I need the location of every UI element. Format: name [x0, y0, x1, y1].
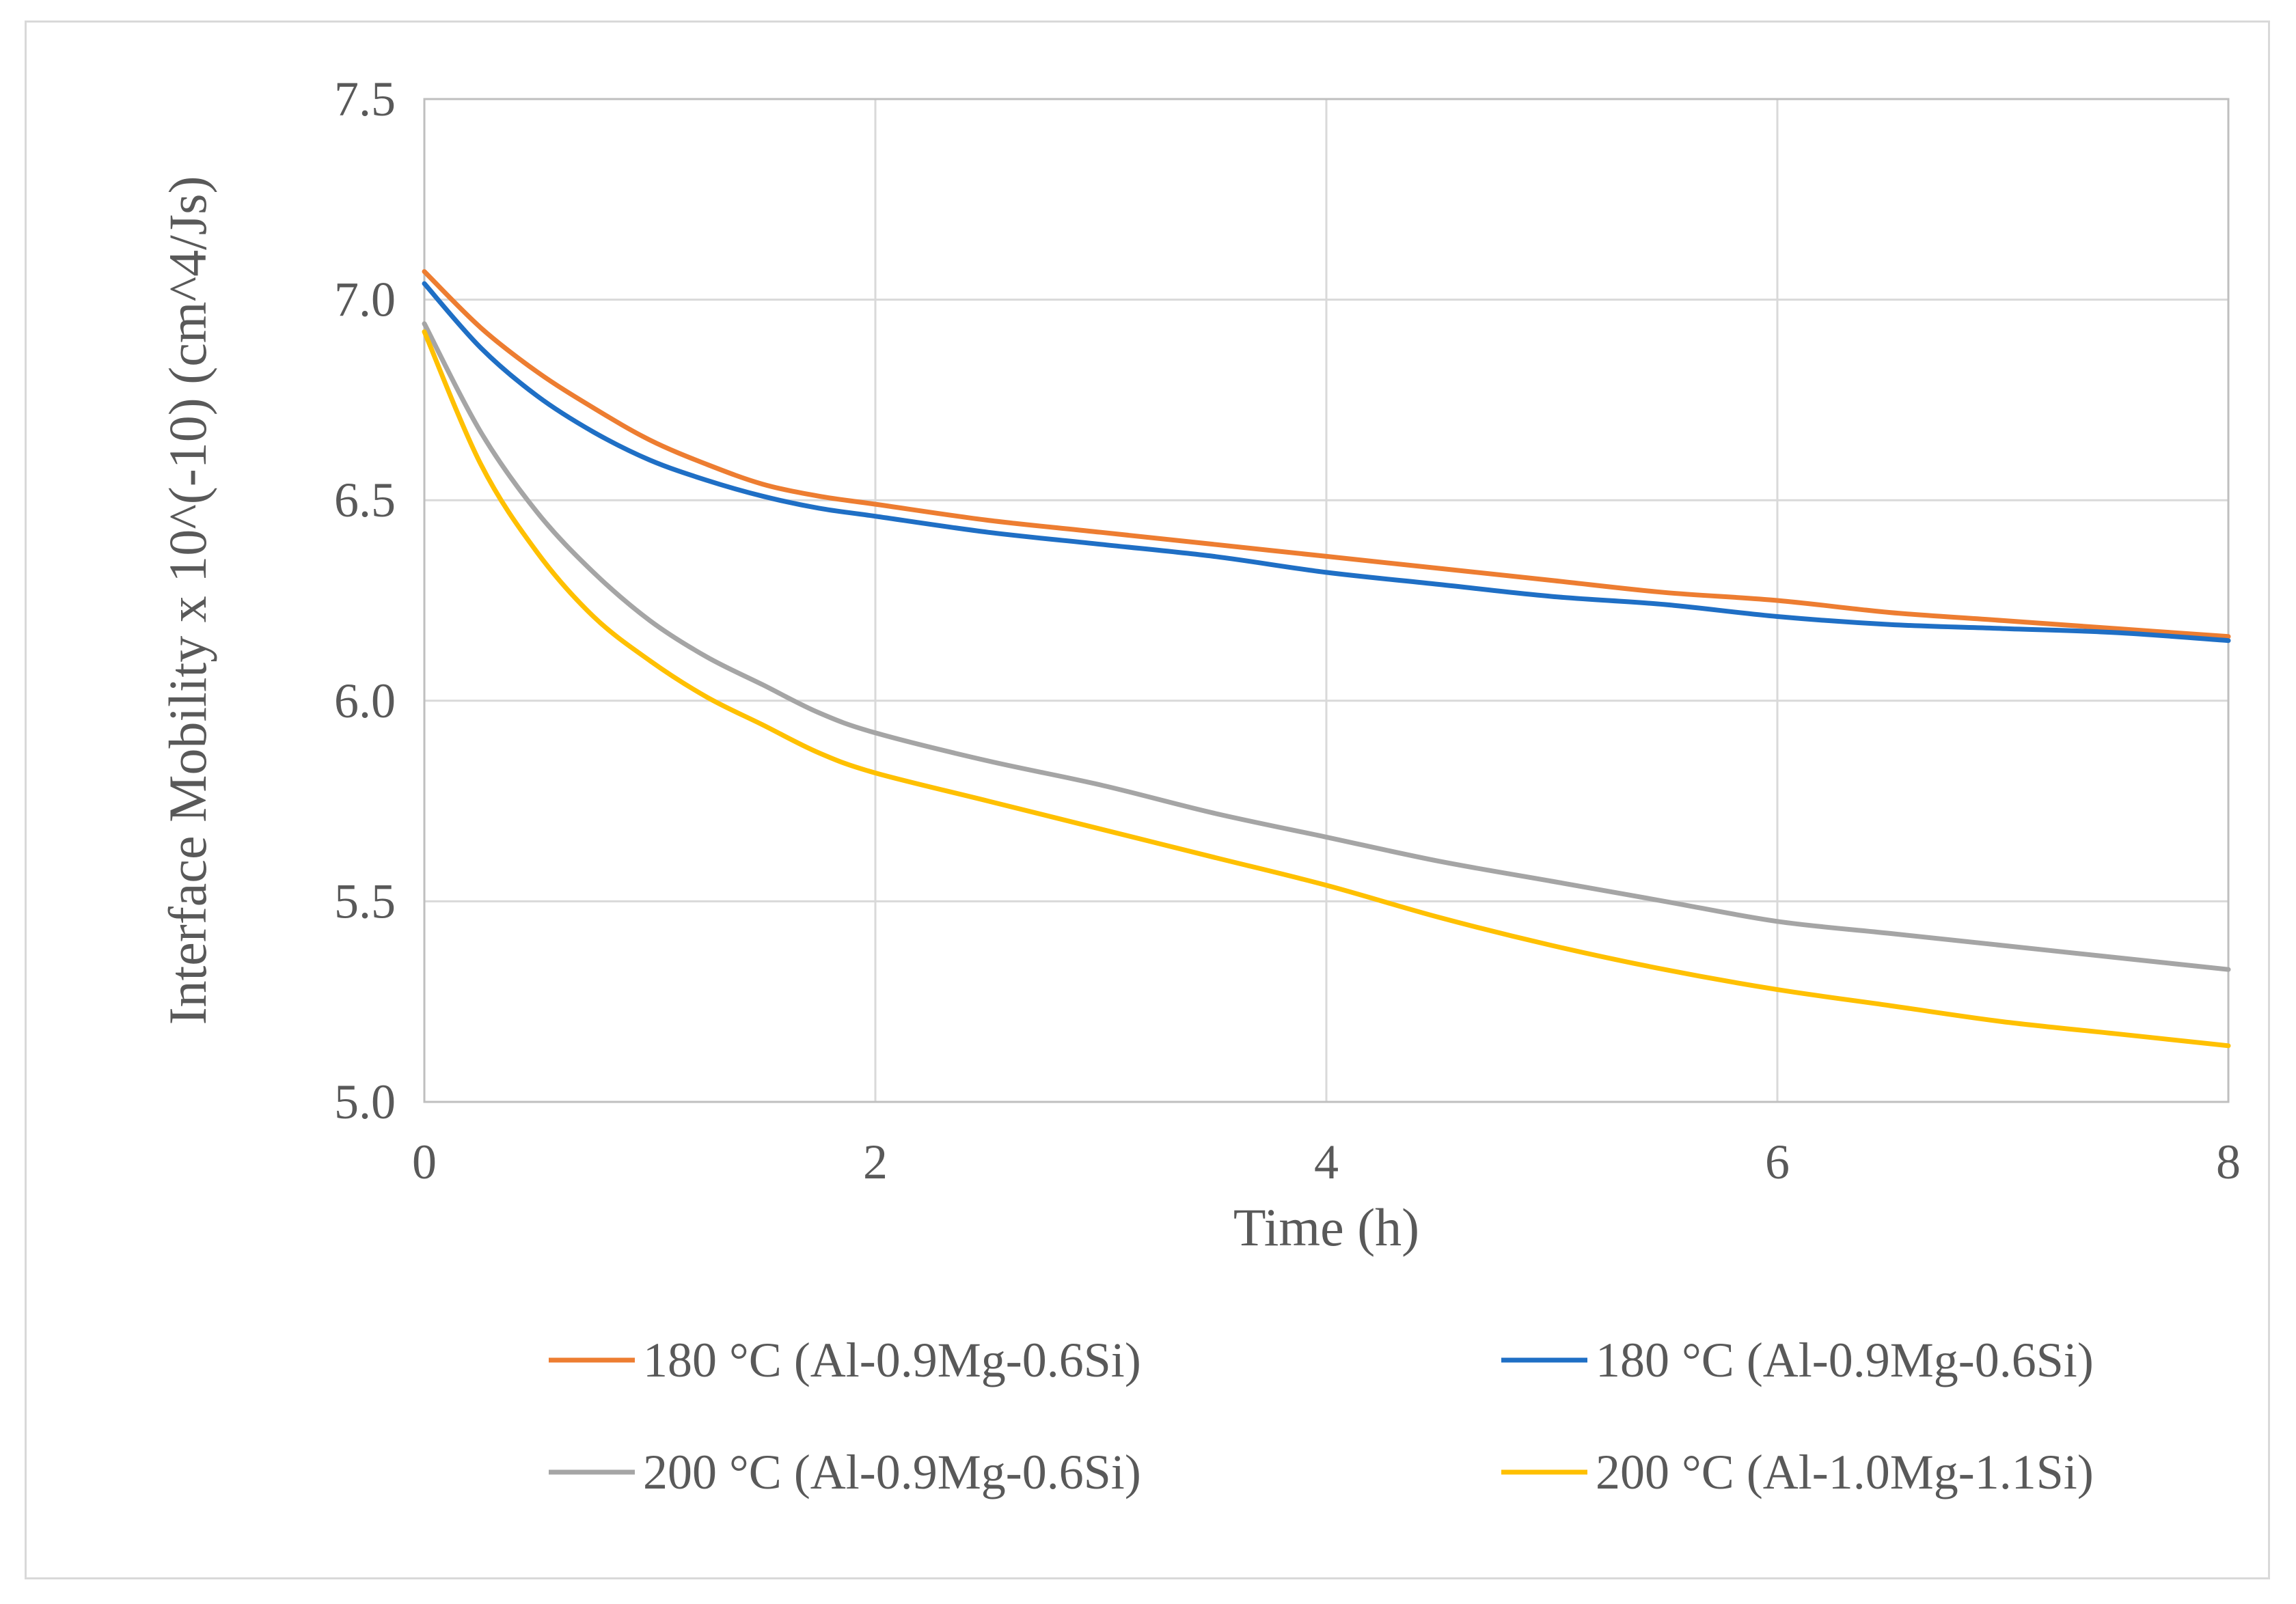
- x-tick-label: 0: [412, 1135, 437, 1189]
- legend-item-3: 200 °C (Al-0.9Mg-0.6Si): [549, 1445, 1141, 1499]
- y-tick-label: 6.5: [334, 473, 396, 527]
- series-lines: [422, 269, 2231, 1049]
- x-tick-label: 6: [1765, 1135, 1790, 1189]
- legend-label-4: 200 °C (Al-1.0Mg-1.1Si): [1596, 1445, 2094, 1499]
- legend-item-2: 180 °C (Al-0.9Mg-0.6Si): [1501, 1333, 2094, 1387]
- legend-item-1: 180 °C (Al-0.9Mg-0.6Si): [549, 1333, 1141, 1387]
- y-tick-label: 7.5: [334, 72, 396, 126]
- chart-frame: 5.0 5.5 6.0 6.5 7.0 7.5 0 2 4 6 8 Time (h) Interf…: [25, 20, 2270, 1579]
- legend-label-1: 180 °C (Al-0.9Mg-0.6Si): [643, 1333, 1141, 1387]
- series-line-1: [422, 269, 2231, 639]
- y-tick-label: 7.0: [334, 273, 396, 327]
- line-chart: 5.0 5.5 6.0 6.5 7.0 7.5 0 2 4 6 8 Time (h) Interf…: [158, 72, 2241, 1499]
- series-line-3: [422, 321, 2231, 972]
- x-axis-title: Time (h): [1233, 1198, 1419, 1257]
- x-axis-ticks: 0 2 4 6 8: [412, 1135, 2241, 1189]
- x-tick-label: 8: [2216, 1135, 2241, 1189]
- legend: 180 °C (Al-0.9Mg-0.6Si) 180 °C (Al-0.9Mg…: [549, 1333, 2094, 1499]
- y-tick-label: 5.0: [334, 1075, 396, 1129]
- legend-label-3: 200 °C (Al-0.9Mg-0.6Si): [643, 1445, 1141, 1499]
- y-axis-title: Interface Mobility x 10^(-10) (cm^4/Js): [158, 176, 217, 1025]
- x-tick-label: 2: [863, 1135, 888, 1189]
- plot-area-border: [423, 98, 2230, 1103]
- y-tick-label: 6.0: [334, 674, 396, 728]
- legend-label-2: 180 °C (Al-0.9Mg-0.6Si): [1596, 1333, 2094, 1387]
- x-tick-label: 4: [1314, 1135, 1339, 1189]
- series-line-4: [422, 329, 2231, 1049]
- legend-item-4: 200 °C (Al-1.0Mg-1.1Si): [1501, 1445, 2094, 1499]
- grid: [423, 98, 2230, 1103]
- series-line-2: [422, 281, 2231, 644]
- y-axis-ticks: 5.0 5.5 6.0 6.5 7.0 7.5: [334, 72, 396, 1129]
- y-tick-label: 5.5: [334, 874, 396, 928]
